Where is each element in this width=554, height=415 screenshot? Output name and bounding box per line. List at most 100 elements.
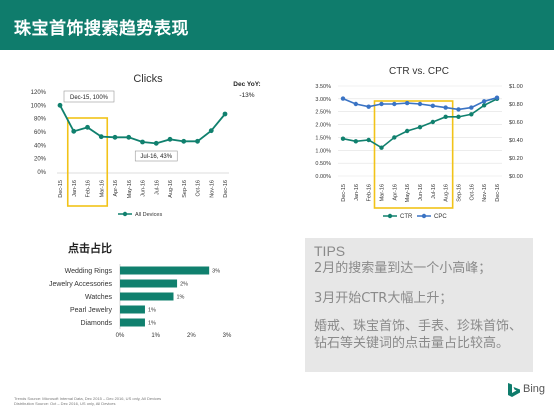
ctr-xtick-label: Jun-16 — [418, 184, 424, 201]
ctr-xtick-label: Mar-16 — [380, 184, 386, 201]
clicks-data-point — [195, 138, 200, 144]
bar-value-label: 3% — [212, 269, 220, 275]
bar-xtick-label: 2% — [187, 333, 196, 339]
clicks-highlight-box — [66, 117, 109, 207]
bar-xtick-label: 0% — [116, 333, 125, 339]
clicks-data-point — [208, 128, 214, 134]
clicks-data-point — [85, 124, 90, 130]
clicks-data-point — [181, 138, 187, 144]
bar — [120, 292, 174, 301]
cpc-data-point — [469, 105, 474, 110]
ctr-xtick-label: Jan-16 — [354, 184, 360, 201]
brand-name: Bing — [523, 383, 546, 395]
ctr-legend-marker — [387, 213, 393, 219]
cpc-right-tick-label: $0.00 — [509, 174, 523, 180]
cpc-data-point — [494, 95, 500, 100]
bar — [120, 279, 178, 288]
ctr-cpc-title: CTR vs. CPC — [389, 66, 449, 77]
clicks-xtick-label: Oct-16 — [196, 180, 202, 197]
ctr-data-point — [469, 112, 474, 117]
bar — [120, 318, 145, 327]
clicks-series-line — [59, 104, 226, 145]
clicks-data-point — [153, 140, 159, 146]
cpc-data-point — [379, 101, 384, 107]
cpc-legend-marker — [421, 213, 427, 219]
clicks-xtick-label: Jan-16 — [72, 180, 78, 197]
ctr-left-tick-label: 3.50% — [315, 84, 331, 90]
cpc-data-point — [417, 101, 423, 107]
yoy-label: Dec YoY: — [233, 81, 260, 88]
bar-category-label: Watches — [85, 294, 112, 301]
clicks-data-point — [222, 111, 228, 117]
ctr-data-point — [340, 136, 346, 141]
clicks-xtick-label: Feb-16 — [86, 180, 92, 197]
clicks-xtick-label: Aug-16 — [168, 180, 174, 198]
ctr-cpc-chart: CTR vs. CPC 0.00% 0.50% 1.00% 1.50% 2.00% 2.50… — [315, 66, 522, 220]
ctr-left-tick-label: 3.00% — [315, 97, 331, 103]
ctr-xtick-label: Dec-16 — [495, 184, 501, 202]
ctr-left-tick-label: 1.00% — [315, 148, 331, 154]
cpc-data-point — [392, 101, 397, 107]
click-share-title: 点击占比 — [68, 242, 112, 255]
tip-line-3: 婚戒、珠宝首饰、手表、珍珠首饰、钻石等关键词的点击量占比较高。 — [314, 319, 523, 351]
cpc-right-tick-label: $0.60 — [509, 120, 523, 126]
footer-distribution-source: Distribution Source: Oct – Dec 2016, US … — [14, 401, 116, 406]
ctr-xtick-label: Aug-16 — [444, 184, 450, 202]
clicks-data-point — [112, 134, 118, 140]
bar-category-label: Pearl Jewelry — [70, 307, 113, 314]
ctr-xtick-label: Nov-16 — [482, 184, 488, 202]
cpc-legend-label: CPC — [434, 214, 447, 220]
ctr-left-tick-label: 0.00% — [315, 174, 331, 180]
tip-line-1: 2月的搜索量到达一个小高峰； — [314, 261, 492, 276]
ctr-xtick-label: Oct-16 — [469, 184, 475, 201]
footer-trends-source: Trends Source: Microsoft Internal Data, … — [14, 396, 162, 401]
cpc-right-tick-label: $0.80 — [509, 102, 523, 108]
bar-xtick-label: 3% — [223, 333, 232, 339]
clicks-data-point — [57, 102, 63, 108]
clicks-xtick-label: Dec-15 — [58, 180, 64, 198]
clicks-ytick-label: 40% — [34, 143, 47, 149]
ctr-xtick-label: Jul-16 — [431, 184, 437, 199]
ctr-xtick-label: Apr-16 — [392, 184, 398, 201]
clicks-xtick-label: Nov-16 — [209, 180, 215, 198]
bar-value-label: 1% — [177, 295, 185, 301]
ctr-data-point — [404, 128, 410, 134]
ctr-data-point — [481, 103, 487, 108]
bing-logo-icon — [508, 383, 520, 397]
clicks-data-point — [71, 128, 77, 134]
ctr-data-point — [366, 137, 371, 143]
page-title: 珠宝首饰搜索趋势表现 — [14, 19, 189, 39]
ctr-data-point — [417, 124, 423, 130]
cpc-data-point — [353, 101, 359, 107]
clicks-ytick-label: 120% — [31, 90, 47, 96]
cpc-data-point — [404, 100, 410, 106]
annotation-box — [63, 90, 115, 103]
ctr-left-tick-label: 0.50% — [315, 161, 331, 167]
clicks-xtick-label: Dec-16 — [223, 180, 229, 198]
click-share-chart: Wedding Rings 3% Jewelry Accessories 2% Watc… — [49, 264, 232, 339]
cpc-right-tick-label: $0.20 — [509, 156, 523, 162]
ctr-highlight-box — [373, 100, 454, 209]
cpc-right-tick-label: $0.40 — [509, 138, 523, 144]
clicks-chart: Clicks Dec YoY: -13% 0% 20% 40% 60% 80% 100% 120%… — [31, 73, 261, 218]
bar-value-label: 1% — [148, 308, 156, 314]
bar-category-label: Wedding Rings — [65, 268, 113, 275]
clicks-title: Clicks — [133, 73, 163, 85]
ctr-data-point — [443, 114, 448, 120]
clicks-xtick-label: Jun-16 — [141, 180, 147, 197]
annotation-label: Dec-15, 100% — [70, 95, 109, 101]
cpc-data-point — [481, 99, 487, 104]
clicks-ytick-label: 20% — [34, 157, 47, 163]
bar-value-label: 2% — [180, 282, 188, 288]
ctr-left-tick-label: 1.50% — [315, 135, 331, 141]
clicks-data-point — [140, 139, 145, 145]
yoy-value: -13% — [239, 92, 254, 99]
ctr-xtick-label: Dec-15 — [341, 184, 347, 202]
bar-value-label: 1% — [148, 321, 156, 327]
clicks-data-point — [126, 134, 132, 140]
cpc-data-point — [340, 96, 346, 101]
bar-xtick-label: 1% — [151, 333, 160, 339]
ctr-data-point — [392, 135, 397, 140]
clicks-ytick-label: 0% — [37, 170, 46, 176]
